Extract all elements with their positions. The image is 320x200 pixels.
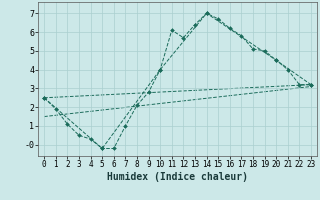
X-axis label: Humidex (Indice chaleur): Humidex (Indice chaleur) [107,172,248,182]
